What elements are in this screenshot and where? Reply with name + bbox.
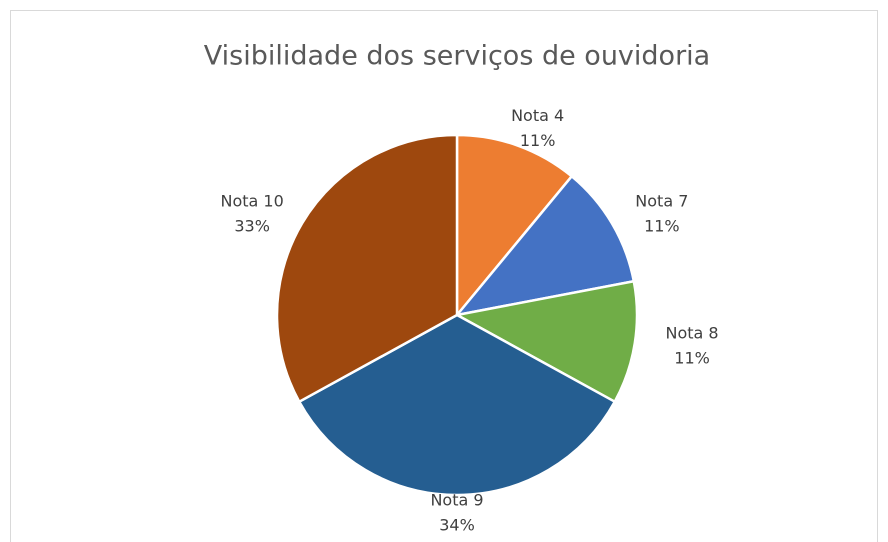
pie-slice [297, 313, 617, 497]
chart-title: Visibilidade dos serviços de ouvidoria [204, 41, 710, 72]
slice-value-label: 33% [234, 217, 270, 236]
pie-slice [453, 174, 636, 317]
slice-value-label: 11% [644, 217, 680, 236]
slice-value-label: 11% [674, 348, 710, 367]
slice-label: Nota 9 [430, 491, 483, 510]
slice-label: Nota 10 [221, 192, 284, 211]
pie-slice [453, 279, 639, 404]
slice-label: Nota 7 [635, 192, 688, 211]
pie-slice [455, 133, 574, 319]
slice-value-label: 11% [520, 131, 556, 150]
pie-slice [275, 133, 459, 404]
slice-value-label: 34% [439, 516, 475, 535]
slice-label: Nota 4 [511, 106, 564, 125]
slice-label: Nota 8 [666, 323, 719, 342]
